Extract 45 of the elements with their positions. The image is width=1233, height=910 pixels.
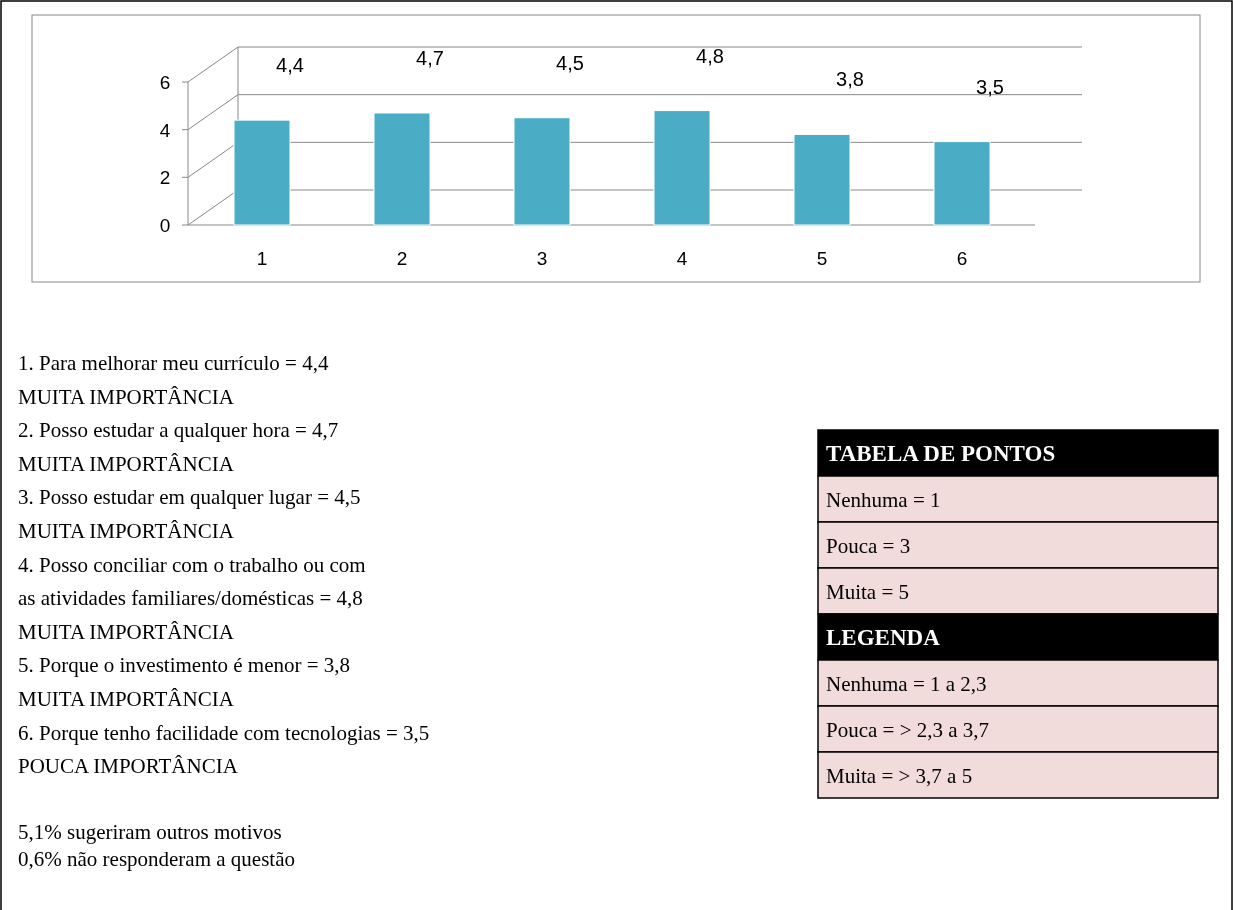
bar (373, 112, 431, 226)
text: 3. Posso estudar em qualquer lugar = 4,5 (18, 485, 361, 510)
text: MUITA IMPORTÂNCIA (18, 451, 235, 476)
y-tick-label: 0 (159, 215, 171, 236)
x-tick-label: 1 (256, 248, 268, 269)
y-tick-label: 4 (159, 119, 171, 141)
text: 2. Posso estudar a qualquer hora = 4,7 (18, 418, 339, 443)
text: MUITA IMPORTÂNCIA (18, 619, 235, 644)
bar (793, 133, 851, 226)
text: MUITA IMPORTÂNCIA (18, 384, 235, 409)
bar (513, 117, 571, 226)
text: 5,1% sugeriram outros motivos (18, 820, 282, 844)
text: Muita = > 3,7 a 5 (826, 764, 973, 788)
text: Pouca = 3 (826, 534, 911, 558)
y-tick-label: 6 (159, 72, 171, 93)
data-label: 4,5 (556, 51, 584, 74)
text: TABELA DE PONTOS (826, 441, 1056, 466)
bar (933, 141, 991, 226)
text: Muita = 5 (826, 580, 910, 604)
text: 4. Posso conciliar com o trabalho ou com (18, 552, 366, 577)
text: 6. Porque tenho facilidade com tecnologias = 3,5 (18, 720, 430, 745)
text: MUITA IMPORTÂNCIA (18, 519, 235, 543)
bar (653, 110, 711, 226)
x-tick-label: 4 (676, 248, 688, 269)
text: POUCA IMPORTÂNCIA (18, 754, 239, 779)
data-label: 3,5 (976, 75, 1004, 98)
bar (233, 119, 291, 226)
data-label: 4,8 (696, 44, 724, 67)
text: as atividades familiares/domésticas = 4,8 (18, 586, 363, 611)
text: MUITA IMPORTÂNCIA (18, 687, 235, 711)
text: LEGENDA (826, 625, 941, 650)
text: 1. Para melhorar meu currículo = 4,4 (18, 351, 329, 375)
text: 5. Porque o investimento é menor = 3,8 (18, 653, 351, 678)
data-label: 4,7 (416, 46, 444, 69)
data-label: 3,8 (836, 68, 864, 91)
x-tick-label: 2 (396, 248, 408, 269)
x-tick-label: 5 (816, 248, 828, 269)
text: Nenhuma = 1 a 2,3 (826, 672, 987, 696)
x-tick-label: 3 (536, 248, 548, 269)
text: 0,6% não responderam a questão (18, 847, 295, 871)
data-label: 4,4 (276, 54, 304, 77)
y-tick-label: 2 (159, 167, 171, 189)
x-tick-label: 6 (956, 248, 968, 269)
text: Pouca = > 2,3 a 3,7 (826, 718, 990, 742)
text: Nenhuma = 1 (826, 488, 941, 512)
